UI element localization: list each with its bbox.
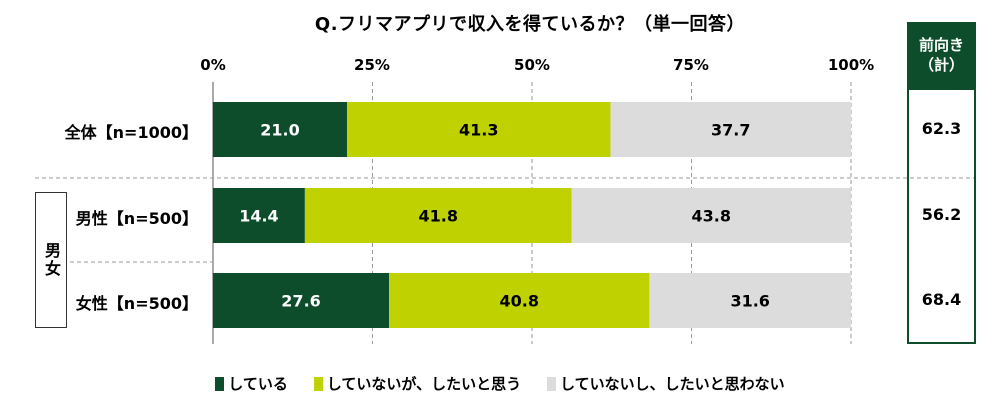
bar-want-row1 [304,188,572,243]
data-label-doing-row2: 27.6 [281,292,320,311]
positive-total-column [907,88,976,344]
data-label-doing-row1: 14.4 [239,207,278,226]
axis-tick-25: 25% [354,56,390,74]
row-label-total: 全体【n=1000】 [64,123,198,142]
row-label-male: 男性【n=500】 [75,209,198,228]
data-label-want-row2: 40.8 [499,292,538,311]
bar-want-row2 [389,273,650,328]
positive-total-value-female: 68.4 [921,290,962,309]
legend-label-not-want: していないし、したいと思わない [560,375,785,393]
legend-item-doing: している [215,373,288,394]
bar-not-want-row1 [571,188,851,243]
legend-swatch-doing [215,376,225,391]
positive-total-value-total: 62.3 [921,119,962,138]
legend-label-want: していないが、したいと思う [326,375,522,393]
legend: している していないが、したいと思う していないし、したいと思わない [0,373,1000,394]
row-label-female: 女性【n=500】 [75,294,198,313]
group-label: 男女 [42,242,61,278]
bar-want-row0 [346,102,611,157]
legend-label-doing: している [228,375,288,393]
positive-total-header-line1: 前向き [918,35,964,54]
group-box-gender: 男女 [35,192,67,328]
data-label-want-row0: 41.3 [459,121,498,140]
legend-swatch-want [313,376,323,391]
data-label-not-want-row2: 31.6 [730,292,769,311]
positive-total-header-line2: （計） [918,56,964,74]
axis-tick-100: 100% [827,56,875,74]
data-label-doing-row0: 21.0 [260,121,299,140]
data-label-not-want-row1: 43.8 [692,207,731,226]
bar-doing-row0 [213,102,347,157]
bar-not-want-row2 [649,273,851,328]
axis-tick-0: 0% [200,56,226,74]
chart-title: Q.フリマアプリで収入を得ているか？（単一回答） [314,14,746,35]
bar-doing-row1 [213,188,305,243]
positive-total-header: 前向き （計） [907,22,976,88]
legend-item-want: していないが、したいと思う [313,373,522,394]
bar-not-want-row0 [610,102,851,157]
axis-tick-50: 50% [514,56,550,74]
axis-tick-75: 75% [673,56,709,74]
data-label-want-row1: 41.8 [418,207,457,226]
bar-doing-row2 [213,273,390,328]
positive-total-value-male: 56.2 [921,205,962,224]
legend-swatch-not-want [547,376,557,391]
data-label-not-want-row0: 37.7 [711,121,750,140]
legend-item-not-want: していないし、したいと思わない [547,373,785,394]
